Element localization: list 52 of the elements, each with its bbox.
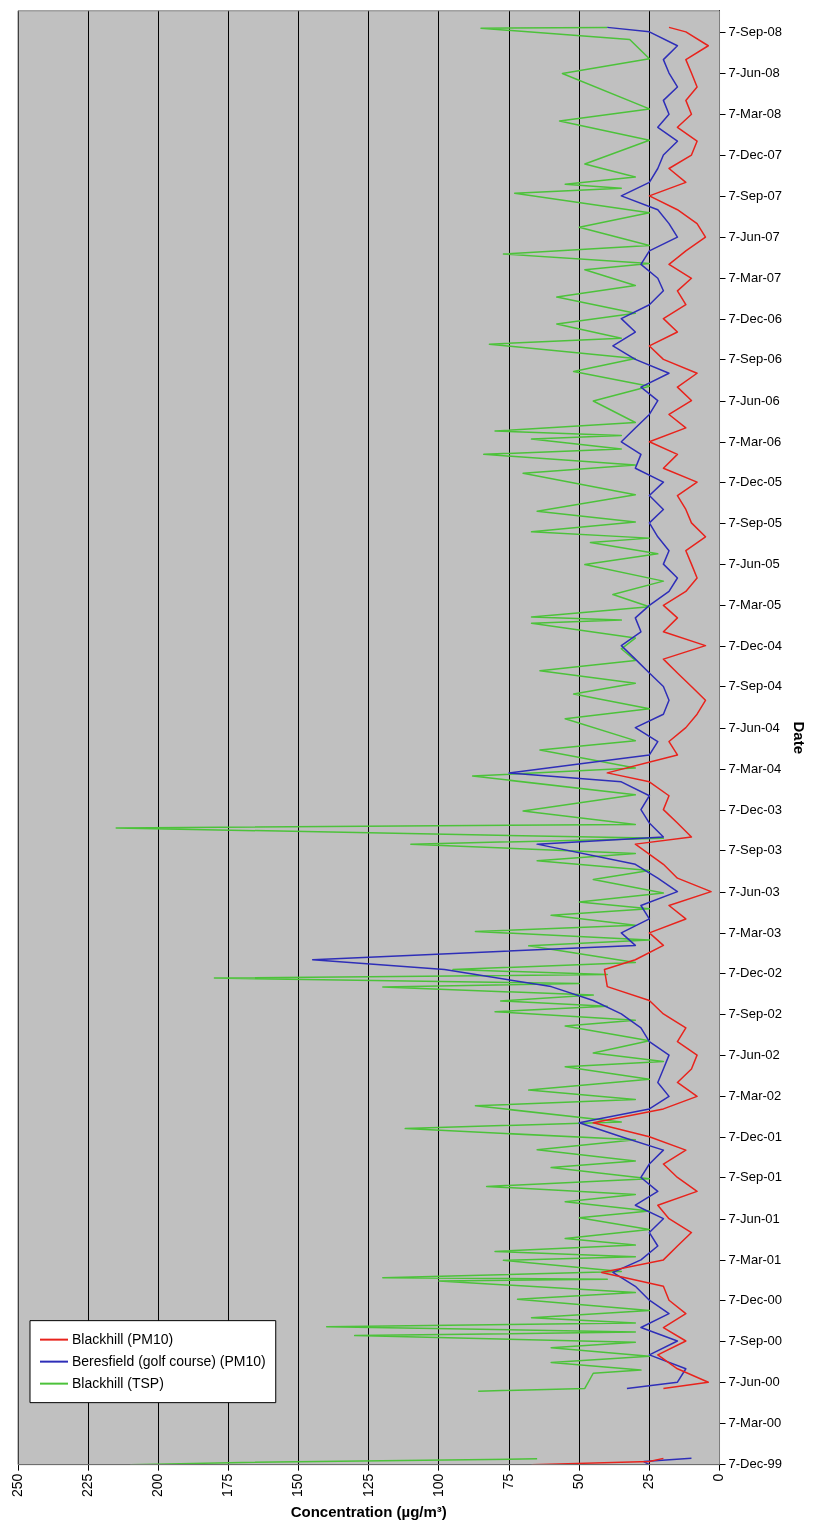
y-tick-label: 7-Jun-03 (728, 883, 780, 899)
y-tick-label: 7-Mar-03 (728, 924, 782, 940)
y-tick-label: 7-Mar-04 (728, 760, 782, 776)
y-tick-label: 7-Jun-06 (728, 392, 780, 408)
y-tick-label: 7-Mar-01 (728, 1251, 782, 1267)
y-tick-label: 7-Sep-08 (728, 23, 783, 39)
legend-label: Blackhill (TSP) (72, 1374, 164, 1391)
y-tick-label: 7-Jun-01 (728, 1210, 780, 1226)
y-tick-label: 7-Dec-04 (728, 637, 782, 653)
y-tick-label: 7-Dec-02 (728, 965, 782, 981)
y-tick-label: 7-Dec-05 (728, 474, 782, 490)
x-tick-label: 100 (429, 1473, 446, 1497)
legend-label: Beresfield (golf course) (PM10) (72, 1352, 266, 1369)
x-tick-label: 75 (499, 1473, 516, 1490)
y-tick-label: 7-Sep-01 (728, 1169, 783, 1185)
x-axis-title: Concentration (µg/m³) (290, 1503, 447, 1521)
y-tick-label: 7-Dec-01 (728, 1128, 782, 1144)
y-tick-label: 7-Dec-99 (728, 1456, 782, 1472)
y-tick-label: 7-Mar-00 (728, 1415, 782, 1431)
y-tick-label: 7-Mar-02 (728, 1088, 782, 1104)
y-tick-label: 7-Dec-03 (728, 801, 782, 817)
y-tick-label: 7-Mar-07 (728, 270, 782, 286)
y-tick-label: 7-Sep-02 (728, 1005, 783, 1021)
y-tick-label: 7-Jun-00 (728, 1374, 780, 1390)
y-tick-label: 7-Dec-00 (728, 1292, 782, 1308)
y-tick-label: 7-Sep-05 (728, 514, 783, 530)
y-axis-title: Date (790, 721, 808, 754)
x-tick-label: 50 (570, 1473, 587, 1490)
legend-label: Blackhill (PM10) (72, 1330, 174, 1347)
x-tick-label: 25 (640, 1473, 657, 1490)
y-tick-label: 7-Jun-04 (728, 719, 780, 735)
x-tick-label: 0 (710, 1473, 727, 1482)
y-tick-label: 7-Sep-07 (728, 187, 783, 203)
y-tick-label: 7-Sep-00 (728, 1333, 783, 1349)
y-tick-label: 7-Dec-07 (728, 147, 782, 163)
y-tick-label: 7-Mar-05 (728, 597, 782, 613)
y-tick-label: 7-Jun-05 (728, 556, 780, 572)
x-tick-label: 200 (149, 1473, 166, 1497)
y-tick-label: 7-Sep-06 (728, 351, 783, 367)
y-tick-label: 7-Jun-02 (728, 1047, 780, 1063)
y-tick-label: 7-Sep-03 (728, 842, 783, 858)
y-tick-label: 7-Jun-07 (728, 229, 780, 245)
x-tick-label: 125 (359, 1473, 376, 1497)
y-tick-label: 7-Mar-08 (728, 106, 782, 122)
x-tick-label: 225 (79, 1473, 96, 1497)
x-tick-label: 250 (8, 1473, 25, 1497)
y-tick-label: 7-Sep-04 (728, 678, 783, 694)
x-tick-label: 175 (219, 1473, 236, 1497)
x-tick-label: 150 (289, 1473, 306, 1497)
y-tick-label: 7-Mar-06 (728, 433, 782, 449)
y-tick-label: 7-Jun-08 (728, 65, 780, 81)
y-tick-label: 7-Dec-06 (728, 310, 782, 326)
